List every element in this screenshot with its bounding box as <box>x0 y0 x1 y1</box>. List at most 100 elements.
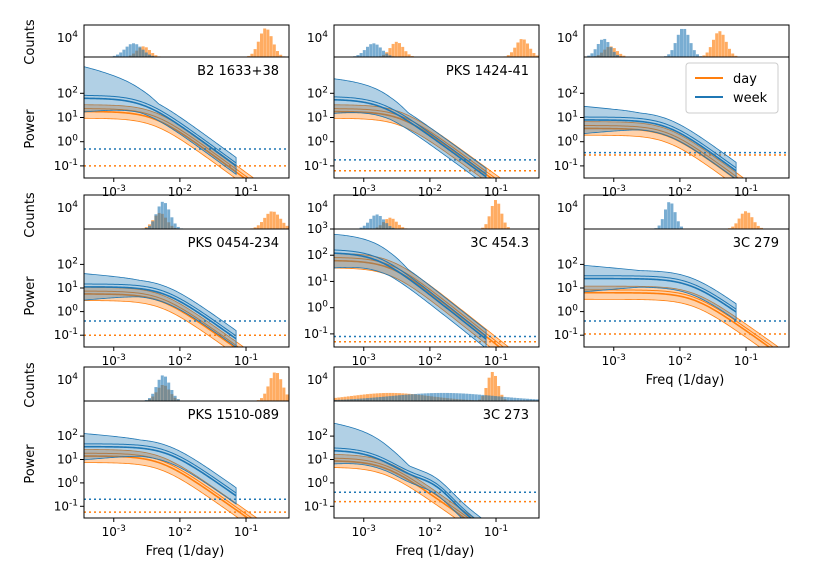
histogram-bar-day <box>356 395 360 401</box>
histogram-bar-week <box>426 393 430 401</box>
histogram-bar-week <box>362 50 366 57</box>
histogram-bar-week <box>382 396 385 401</box>
histogram-bar-day <box>266 213 270 229</box>
histogram-bar-week <box>510 397 513 401</box>
histogram-tick-label: 104 <box>307 200 328 215</box>
histogram-bar-week <box>468 393 472 401</box>
histogram-bar-week <box>369 218 373 229</box>
histogram-bar-week <box>353 398 357 401</box>
histogram-bar-day <box>401 46 405 57</box>
histogram-bar-day <box>622 55 626 57</box>
panel-pks-1510-089: 104 10-1 100 101 102 10-3 10-2 10-1 PKS 1510-089 <box>54 366 290 539</box>
week-band <box>84 433 237 505</box>
histogram-bar-week <box>128 44 132 57</box>
histogram-bar-week <box>680 226 683 229</box>
y-tick-label: 10-1 <box>304 498 328 513</box>
histogram-bar-week <box>391 227 395 229</box>
histogram-bar-day <box>513 47 517 57</box>
histogram-bar-day <box>388 217 392 229</box>
histogram-bar-day <box>334 397 337 401</box>
histogram-bar-week <box>372 43 376 57</box>
y-tick-label: 101 <box>307 452 328 467</box>
histogram-bar-week <box>356 55 360 57</box>
histogram <box>587 28 738 57</box>
histogram-bar-day <box>481 227 485 229</box>
power-plot <box>334 422 539 518</box>
week-median-line <box>84 97 237 167</box>
week-mean-line <box>84 283 237 337</box>
histogram-tick-label: 104 <box>57 30 78 45</box>
histogram-bar-week <box>164 376 167 401</box>
histogram-bar-day <box>702 55 706 57</box>
histogram-bar-week <box>385 223 389 229</box>
power-plot <box>584 105 789 178</box>
histogram-bar-day <box>256 41 260 57</box>
legend: day week <box>685 62 779 114</box>
histogram-bar-day <box>404 51 408 57</box>
histogram-bar-week <box>378 397 382 401</box>
histogram-bar-day <box>269 378 273 401</box>
histogram-bar-week <box>164 203 167 229</box>
x-tick-label: 10-2 <box>668 353 692 368</box>
power-frame <box>333 228 540 348</box>
histogram-bar-week <box>160 201 164 229</box>
histogram-bar-week <box>119 52 123 57</box>
histogram-bar-week <box>513 397 517 401</box>
histogram-bar-week <box>116 54 119 57</box>
histogram-tick-label: 104 <box>557 30 578 45</box>
histogram-bar-day <box>487 216 491 229</box>
histogram-bar-week <box>526 398 529 401</box>
histogram-bar-week <box>372 215 376 229</box>
panel-b2-1633-38: 104 10-1 100 101 102 10-3 10-2 10-1 B2 1633+38 <box>54 24 290 199</box>
x-tick-label: 10-3 <box>102 184 126 199</box>
histogram-bar-week <box>667 54 671 57</box>
week-mean-line <box>84 443 237 494</box>
day-median-line <box>334 259 501 347</box>
histogram-bar-day <box>487 377 491 401</box>
histogram-bar-day <box>279 54 283 57</box>
histogram-bar-week <box>487 395 491 401</box>
histogram-bar-week <box>154 214 158 229</box>
power-plot <box>84 433 289 518</box>
histogram-bar-day <box>740 213 744 229</box>
histogram-bar-week <box>497 396 501 401</box>
histogram-bar-week <box>160 375 164 401</box>
histogram-bar-day <box>750 217 754 229</box>
legend-frame <box>685 62 779 114</box>
week-band <box>334 78 487 178</box>
histogram-frame <box>583 194 790 230</box>
y-tick-label: 100 <box>557 134 578 149</box>
x-tick-label: 10-2 <box>668 184 692 199</box>
histogram-bar-week <box>135 44 139 57</box>
panel-3c-454-3: 104 10-1 100 101 102 103 10-3 10-2 10-1 3C 454.3 <box>304 194 540 368</box>
histogram-bar-week <box>522 398 526 401</box>
histogram-bar-week <box>125 46 129 57</box>
histogram-bar-week <box>667 202 671 229</box>
week-mean-line <box>584 275 737 310</box>
histogram-bar-day <box>260 222 263 229</box>
day-mean-line <box>334 257 505 347</box>
histogram-frame <box>83 366 290 402</box>
histogram-bar-week <box>455 393 459 401</box>
histogram-bar-week <box>157 206 161 229</box>
histogram-bar-day <box>250 53 254 57</box>
histogram-bar-week <box>676 34 680 57</box>
x-tick-label: 10-3 <box>102 524 126 539</box>
histogram-bar-week <box>394 395 398 401</box>
y-tick-label: 101 <box>557 110 578 125</box>
week-band <box>334 233 487 347</box>
histogram-bar-day <box>247 55 251 57</box>
histogram-bar-day <box>366 394 369 401</box>
day-median-line <box>334 110 493 178</box>
week-median-line <box>584 277 737 313</box>
histogram-bar-week <box>372 397 376 401</box>
histogram-bar-week <box>167 209 171 229</box>
histogram-bar-day <box>266 29 270 57</box>
histogram-bar-week <box>449 393 453 401</box>
histogram-bar-day <box>705 52 709 57</box>
histogram-bar-week <box>673 43 677 57</box>
power-label-row1: Power <box>23 109 38 149</box>
histogram-bar-week <box>346 399 350 401</box>
legend-day-label: day <box>733 72 757 87</box>
